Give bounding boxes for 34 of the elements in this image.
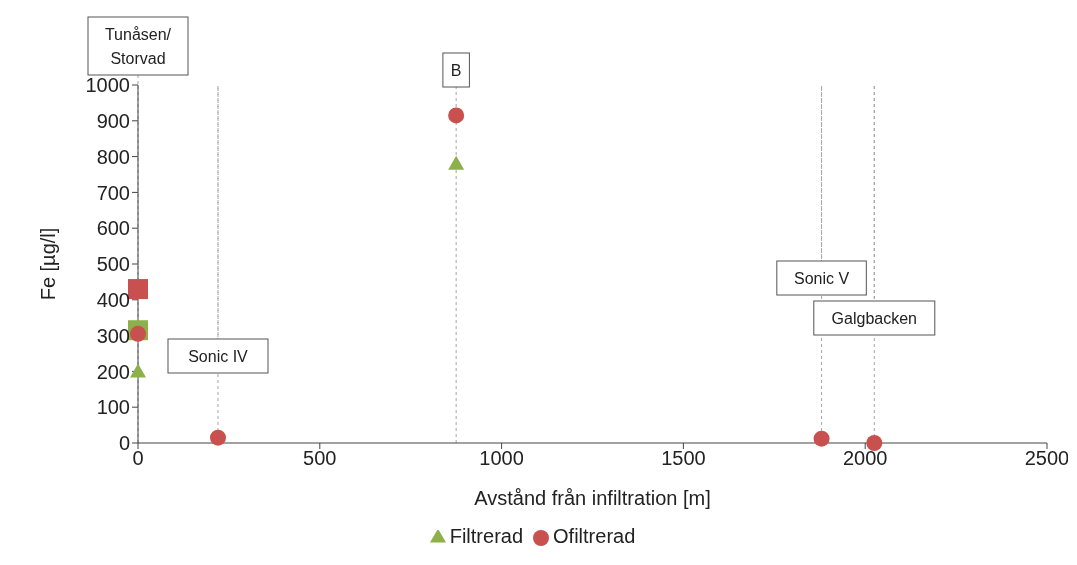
x-tick-label: 1500 [661,447,706,470]
x-tick-label: 0 [132,447,144,470]
point [813,430,830,447]
y-tick-label: 1000 [85,74,130,97]
x-axis-title: Avstånd från infiltration [m] [474,487,711,509]
y-tick-label: 100 [96,396,130,419]
legend-label: Filtrerad [449,525,524,547]
ref-line-label: Sonic V [794,269,850,287]
point [130,363,146,378]
x-tick-label: 2000 [842,447,888,470]
point [128,279,148,300]
x-tick-label: 1000 [479,447,524,470]
y-tick-label: 800 [96,145,130,168]
y-tick-label: 600 [96,217,130,240]
point [209,429,226,446]
point [448,155,465,170]
y-axis-title: Fe [µg/l] [37,227,60,301]
y-tick-label: 400 [96,288,130,311]
point [448,107,465,124]
point [866,435,883,451]
y-tick-label: 900 [96,109,130,132]
y-tick-label: 500 [96,253,130,276]
legend-label: Ofiltrerad [553,525,636,547]
x-tick-label: 500 [303,447,337,470]
y-tick-label: 700 [96,181,130,204]
y-tick-label: 0 [118,432,130,455]
point [130,325,146,342]
x-tick-label: 2500 [1024,447,1070,470]
ref-line-label: Tunåsen/Storvad [104,25,172,67]
ref-line-label: Sonic IV [188,347,249,365]
ref-line-label: Galgbacken [831,309,917,327]
y-tick-label: 200 [96,360,130,383]
ref-line-label: B [450,61,462,79]
y-tick-label: 300 [96,324,130,347]
